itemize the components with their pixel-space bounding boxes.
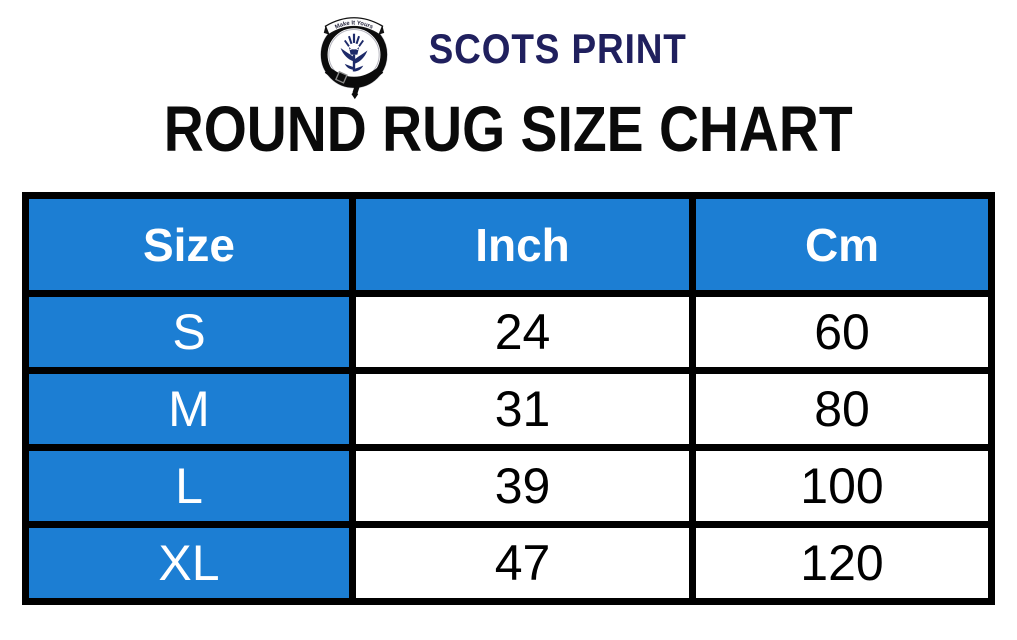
table-row-s: S 24 60 [22, 290, 995, 374]
svg-text:Make It Yours: Make It Yours [335, 20, 375, 31]
motto-text: Make It Yours [335, 20, 375, 31]
thistle-icon [340, 33, 368, 72]
table-row-m: M 31 80 [22, 367, 995, 451]
inch-value: 47 [349, 521, 696, 605]
header-row: Size Inch Cm [22, 192, 995, 297]
motto-banner: Make It Yours [324, 17, 385, 36]
col-header-cm: Cm [689, 192, 995, 297]
cm-value: 100 [689, 444, 995, 528]
inch-value: 31 [349, 367, 696, 451]
belt-buckle-icon [325, 66, 384, 100]
page-title: ROUND RUG SIZE CHART [0, 97, 1017, 161]
scots-print-crest-icon: Make It Yours [320, 17, 388, 100]
size-chart-table: Size Inch Cm S 24 60 M 31 80 L 39 100 [22, 192, 995, 605]
brand-name: SCOTS PRINT [428, 25, 688, 72]
cm-value: 80 [689, 367, 995, 451]
size-label: S [22, 290, 356, 374]
size-label: XL [22, 521, 356, 605]
page-title-text: ROUND RUG SIZE CHART [164, 93, 853, 165]
size-label: L [22, 444, 356, 528]
brand-logo: Make It Yours SCOTS PRINT [0, 0, 1017, 100]
col-header-size: Size [22, 192, 356, 297]
cm-value: 60 [689, 290, 995, 374]
col-header-inch: Inch [349, 192, 696, 297]
size-label: M [22, 367, 356, 451]
inch-value: 24 [349, 290, 696, 374]
cm-value: 120 [689, 521, 995, 605]
inch-value: 39 [349, 444, 696, 528]
table-row-l: L 39 100 [22, 444, 995, 528]
table-row-xl: XL 47 120 [22, 521, 995, 605]
